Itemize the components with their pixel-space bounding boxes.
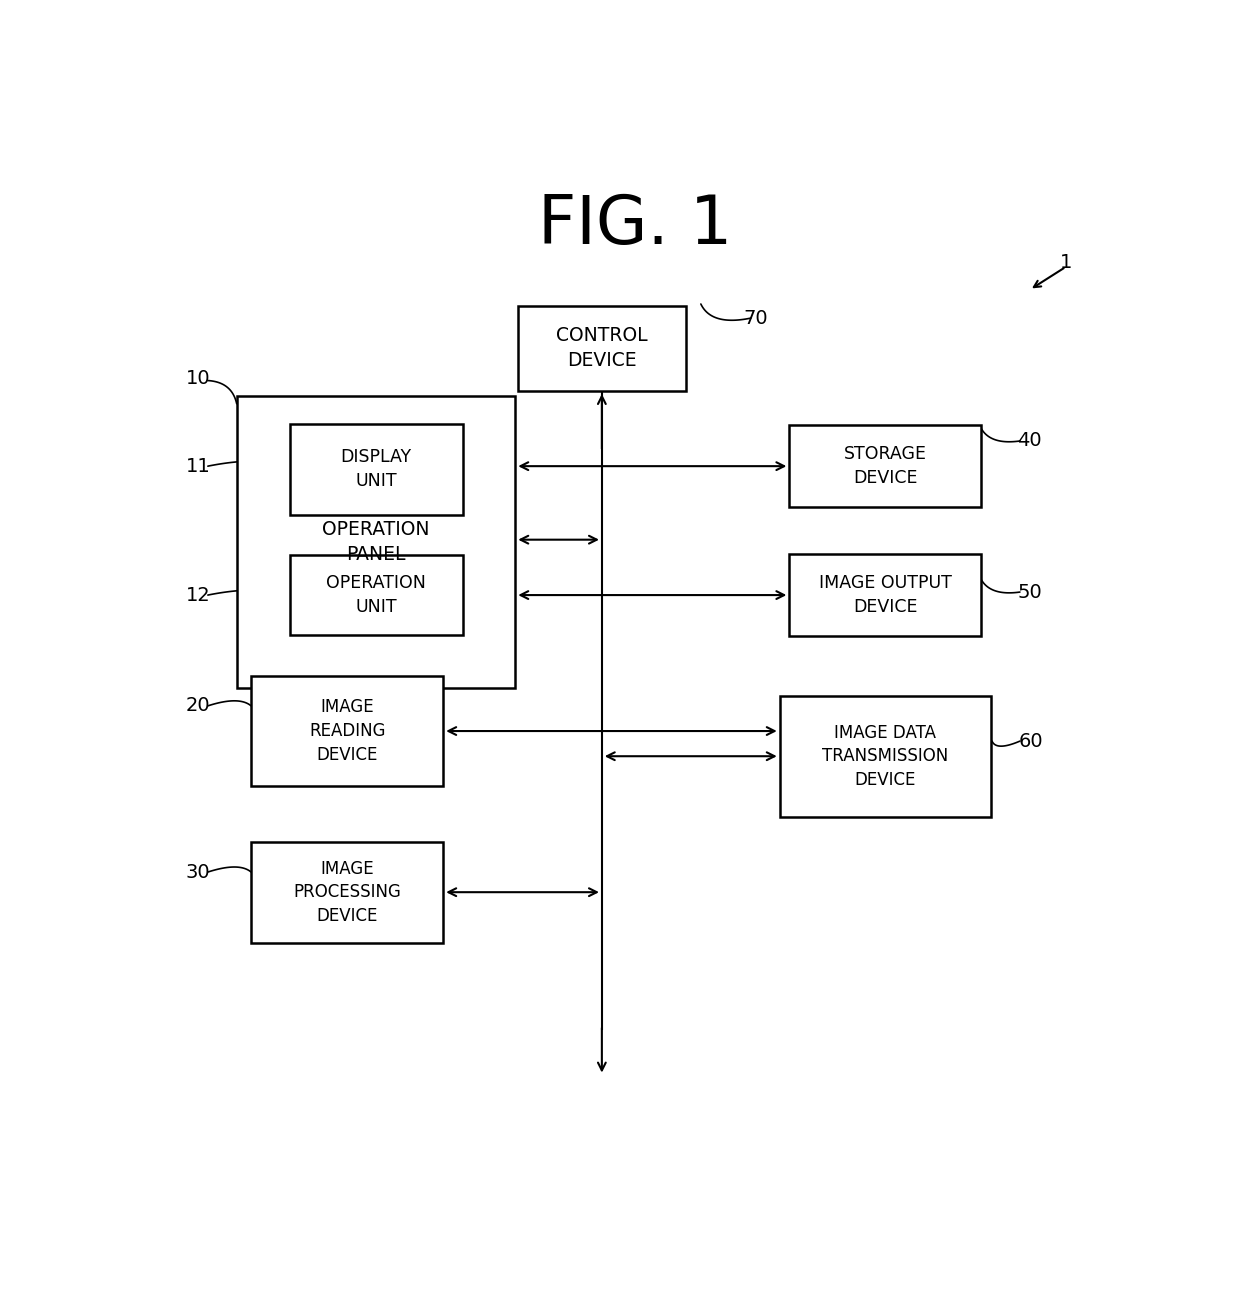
Text: DISPLAY
UNIT: DISPLAY UNIT [341,449,412,490]
Bar [780,696,991,816]
Text: 20: 20 [186,696,211,715]
Bar [250,842,444,943]
Text: 11: 11 [186,456,211,476]
Text: 60: 60 [1019,731,1044,751]
Text: 1: 1 [1060,254,1073,272]
Text: IMAGE OUTPUT
DEVICE: IMAGE OUTPUT DEVICE [818,574,952,616]
Text: 10: 10 [186,369,211,388]
Bar [789,425,982,508]
Text: OPERATION
PANEL: OPERATION PANEL [322,519,430,564]
Bar [518,306,686,391]
Text: CONTROL
DEVICE: CONTROL DEVICE [556,326,647,370]
Text: 50: 50 [1017,582,1042,602]
Text: 12: 12 [186,586,211,604]
Bar [250,676,444,786]
Text: IMAGE DATA
TRANSMISSION
DEVICE: IMAGE DATA TRANSMISSION DEVICE [822,723,949,789]
Text: 30: 30 [186,862,211,882]
Bar [290,424,463,514]
Text: 70: 70 [743,309,768,327]
Bar [789,553,982,637]
Text: 40: 40 [1017,432,1042,450]
Text: OPERATION
UNIT: OPERATION UNIT [326,574,427,616]
Text: IMAGE
PROCESSING
DEVICE: IMAGE PROCESSING DEVICE [294,859,401,925]
Bar [290,555,463,636]
Text: IMAGE
READING
DEVICE: IMAGE READING DEVICE [309,698,386,764]
Text: FIG. 1: FIG. 1 [538,192,733,258]
Text: STORAGE
DEVICE: STORAGE DEVICE [844,445,926,487]
Bar [237,395,516,688]
